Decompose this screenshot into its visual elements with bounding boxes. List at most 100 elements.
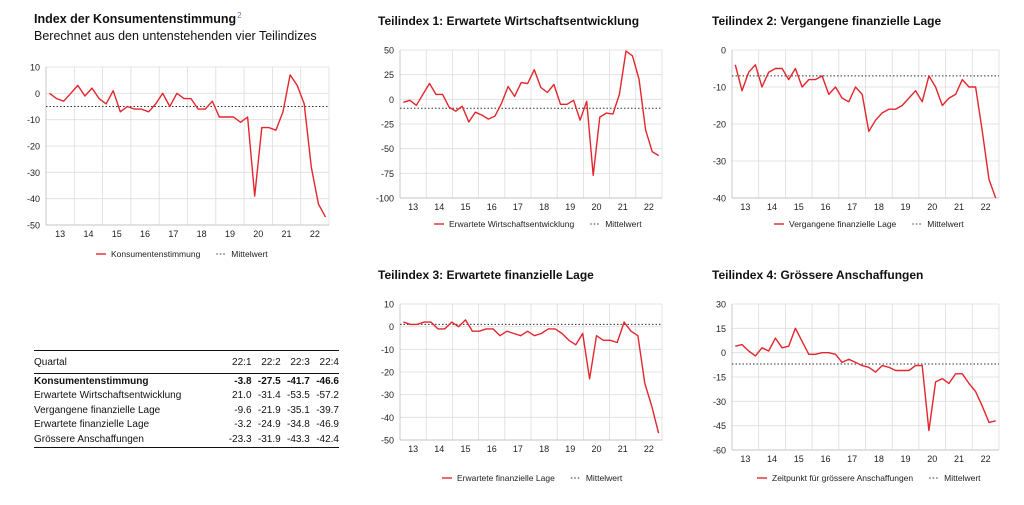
y-tick-label: -40 — [27, 194, 40, 204]
chart-title-teilindex-3: Teilindex 3: Erwartete finanzielle Lage — [378, 268, 594, 282]
table-row: Erwartete finanzielle Lage -3.2 -24.9 -3… — [34, 418, 339, 433]
legend-mean-label: Mittelwert — [944, 473, 981, 483]
legend-mean-label: Mittelwert — [927, 219, 964, 229]
table-row: Grössere Anschaffungen -23.3 -31.9 -43.3… — [34, 432, 339, 448]
cell-value: -31.4 — [257, 390, 281, 402]
y-tick-label: -10 — [27, 115, 40, 125]
x-tick-label: 20 — [927, 202, 937, 212]
y-tick-label: -30 — [27, 168, 40, 178]
x-tick-label: 16 — [820, 454, 830, 464]
row-label: Erwartete Wirtschaftsentwicklung — [34, 390, 182, 402]
x-tick-label: 22 — [644, 202, 654, 212]
x-tick-label: 14 — [767, 202, 777, 212]
y-tick-label: -75 — [381, 169, 394, 179]
cell-value: -9.6 — [234, 404, 252, 416]
x-tick-label: 19 — [225, 229, 235, 239]
x-tick-label: 18 — [874, 454, 884, 464]
legend-mean-label: Mittelwert — [605, 219, 642, 229]
cell-value: -46.9 — [316, 419, 339, 431]
series-line — [49, 74, 327, 218]
cell-value: -39.7 — [316, 404, 339, 416]
chart-teilindex-1: -100 -75 -50 -25 0 25 50 13 14 15 16 17 18 19 20 21 22 Er… — [376, 46, 663, 229]
x-tick-label: 15 — [794, 202, 804, 212]
x-tick-label: 17 — [847, 454, 857, 464]
y-tick-label: 30 — [716, 300, 726, 310]
y-tick-label: -30 — [713, 397, 726, 407]
chart-title-teilindex-1: Teilindex 1: Erwartete Wirtschaftsentwic… — [378, 14, 640, 28]
y-tick-label: 15 — [716, 324, 726, 334]
y-tick-label: 0 — [721, 46, 726, 56]
cell-value: -3.2 — [234, 419, 252, 431]
y-tick-label: -50 — [381, 436, 394, 446]
x-tick-label: 18 — [539, 202, 549, 212]
y-tick-label: -20 — [27, 142, 40, 152]
x-tick-label: 13 — [740, 202, 750, 212]
x-tick-label: 20 — [591, 202, 601, 212]
x-tick-label: 19 — [901, 202, 911, 212]
x-tick-label: 20 — [253, 229, 263, 239]
row-label: Grössere Anschaffungen — [34, 432, 223, 448]
table-header-q1: 22:1 — [222, 350, 252, 374]
legend-series-label: Zeitpunkt für grössere Anschaffungen — [772, 473, 913, 483]
x-tick-label: 15 — [460, 202, 470, 212]
y-tick-label: 0 — [389, 322, 394, 332]
series-line — [735, 327, 996, 432]
x-tick-label: 21 — [954, 202, 964, 212]
y-tick-label: -45 — [713, 421, 726, 431]
cell-value: -34.8 — [287, 419, 310, 431]
y-tick-label: 0 — [721, 348, 726, 358]
series-line — [403, 319, 660, 434]
y-tick-label: 25 — [384, 70, 394, 80]
cell-value: -43.3 — [280, 432, 310, 448]
x-tick-label: 13 — [408, 202, 418, 212]
x-tick-label: 17 — [168, 229, 178, 239]
y-tick-label: 10 — [30, 63, 40, 73]
cell-value: -35.1 — [287, 404, 310, 416]
x-tick-label: 14 — [434, 202, 444, 212]
table-row: Konsumentenstimmung -3.8 -27.5 -41.7 -46… — [34, 374, 339, 389]
x-tick-label: 15 — [794, 454, 804, 464]
x-tick-label: 17 — [513, 202, 523, 212]
row-label: Erwartete finanzielle Lage — [34, 419, 150, 431]
y-tick-label: -25 — [381, 120, 394, 130]
series-line — [403, 50, 660, 177]
y-tick-label: -60 — [713, 446, 726, 456]
x-tick-label: 18 — [197, 229, 207, 239]
x-tick-label: 16 — [140, 229, 150, 239]
y-tick-label: -40 — [381, 413, 394, 423]
page-title: Index der Konsumentenstimmung2 — [34, 11, 242, 27]
cell-value: -42.4 — [309, 432, 339, 448]
x-tick-label: 20 — [927, 454, 937, 464]
y-tick-label: 50 — [384, 46, 394, 56]
x-tick-label: 22 — [981, 454, 991, 464]
cell-value: -24.9 — [257, 419, 281, 431]
x-tick-label: 17 — [847, 202, 857, 212]
table-header-row: Quartal 22:1 22:2 22:3 22:4 — [34, 350, 339, 374]
y-tick-label: -50 — [27, 221, 40, 231]
x-tick-label: 17 — [513, 444, 523, 454]
x-tick-label: 19 — [565, 202, 575, 212]
legend-mean-label: Mittelwert — [586, 473, 623, 483]
cell-value: -41.7 — [287, 375, 310, 387]
x-tick-label: 22 — [981, 202, 991, 212]
x-tick-label: 15 — [460, 444, 470, 454]
table-header-q3: 22:3 — [280, 350, 310, 374]
chart-teilindex-3: -50 -40 -30 -20 -10 0 10 13 14 15 16 17 18 19 20 21 22 Er… — [381, 300, 663, 483]
cell-value: -46.6 — [316, 375, 339, 387]
x-tick-label: 15 — [112, 229, 122, 239]
y-tick-label: -20 — [713, 120, 726, 130]
row-label: Vergangene finanzielle Lage — [34, 404, 161, 416]
cell-value: -53.5 — [287, 390, 310, 402]
table-row: Erwartete Wirtschaftsentwicklung 21.0 -3… — [34, 389, 339, 404]
cell-value: -3.8 — [234, 375, 252, 387]
x-tick-label: 19 — [901, 454, 911, 464]
chart-teilindex-2: -40 -30 -20 -10 0 13 14 15 16 17 18 19 20 21 22 Vergang… — [713, 46, 1000, 229]
y-tick-label: -10 — [713, 83, 726, 93]
x-tick-label: 13 — [55, 229, 65, 239]
y-tick-label: -30 — [713, 157, 726, 167]
legend-series-label: Vergangene finanzielle Lage — [789, 219, 897, 229]
cell-value: -57.2 — [316, 390, 339, 402]
footnote-marker: 2 — [237, 11, 242, 20]
table-header-q4: 22:4 — [309, 350, 339, 374]
x-tick-label: 14 — [434, 444, 444, 454]
